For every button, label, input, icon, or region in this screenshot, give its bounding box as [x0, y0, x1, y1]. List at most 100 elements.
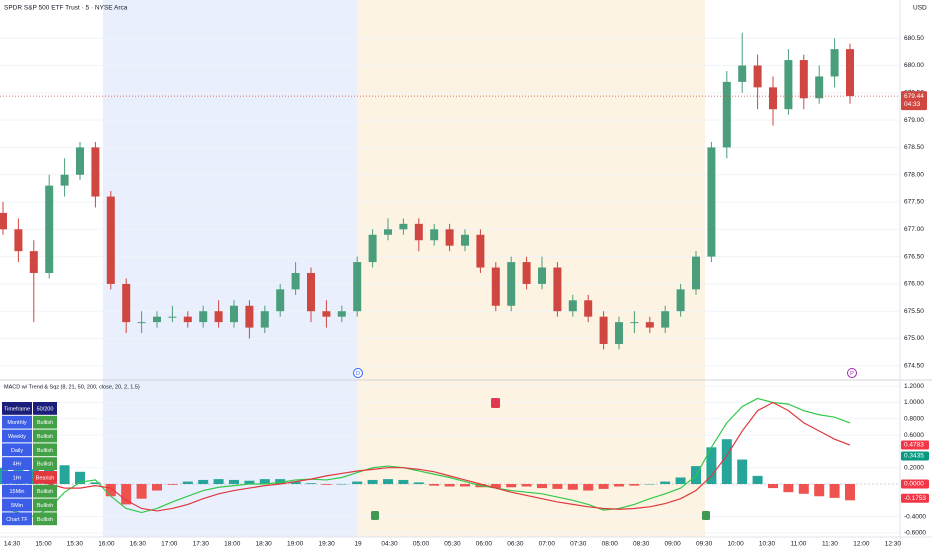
table-label: Monthly — [7, 420, 27, 426]
candle-body — [91, 147, 100, 197]
candle-body — [414, 223, 423, 241]
candle-body — [137, 322, 146, 324]
session-orange — [357, 0, 705, 537]
x-tick-label: 17:00 — [161, 541, 178, 548]
table-label: Chart TF — [6, 517, 28, 523]
candle-body — [122, 283, 131, 323]
x-tick-label: 19 — [354, 541, 362, 548]
candle-body — [322, 311, 331, 317]
table-cell — [2, 443, 32, 457]
candle-body — [507, 262, 516, 306]
candle-body — [461, 234, 469, 246]
macd-line — [2, 401, 851, 512]
x-tick-label: 09:00 — [665, 541, 682, 548]
candle-body — [692, 256, 700, 290]
histogram-bar — [845, 484, 855, 501]
x-tick-label: 15:00 — [35, 541, 52, 548]
histogram-bar — [383, 479, 393, 485]
x-tick-label: 17:30 — [193, 541, 210, 548]
table-cell — [2, 498, 32, 512]
histogram-bar — [829, 484, 840, 498]
y-tick-label: 678.00 — [904, 171, 924, 178]
x-tick-label: 05:00 — [413, 541, 430, 548]
histogram-bar — [552, 484, 563, 489]
histogram-bar — [706, 447, 717, 485]
candle-body — [599, 316, 608, 344]
table-cell — [33, 415, 57, 429]
y-tick-label: 0.6000 — [904, 432, 924, 439]
candle-body — [630, 322, 639, 324]
table-cell — [2, 512, 32, 526]
candle-body — [153, 316, 161, 323]
histogram-bar — [614, 484, 624, 487]
histogram-bar — [229, 479, 239, 485]
table-status: Bullish — [37, 517, 53, 523]
x-tick-label: 07:00 — [539, 541, 556, 548]
y-tick-label: 677.00 — [904, 226, 924, 233]
candle-body — [291, 272, 300, 290]
candle-body — [538, 267, 546, 284]
candle-body — [245, 305, 254, 328]
candle-body — [645, 322, 654, 328]
histogram-bar — [798, 484, 809, 494]
table-cell — [2, 415, 32, 429]
y-tick-label: 1.2000 — [904, 383, 924, 390]
histogram-bar — [367, 479, 378, 485]
session-marker — [353, 368, 363, 378]
session-marker-label: P — [850, 371, 854, 377]
histogram-bar — [521, 484, 532, 487]
candle-body — [676, 289, 685, 312]
table-status: Bullish — [37, 448, 53, 454]
histogram-bar — [105, 484, 116, 497]
y-tick-label: 680.00 — [904, 62, 924, 69]
signal-square — [371, 511, 379, 520]
signal-square — [491, 398, 500, 408]
histogram-bar — [583, 484, 594, 491]
session-blue — [103, 0, 357, 537]
macd-line — [2, 397, 851, 518]
table-status: Bullish — [37, 420, 53, 426]
histogram-bar — [90, 482, 101, 485]
candle-body — [307, 272, 315, 312]
table-cell — [33, 512, 57, 526]
histogram-bar — [321, 484, 332, 485]
histogram-bar — [290, 481, 301, 485]
y-tick-label: 676.50 — [904, 253, 924, 260]
table-label: Weekly — [8, 434, 26, 440]
histogram-bar — [460, 484, 470, 487]
axis-marker-box — [901, 451, 929, 461]
table-cell — [33, 402, 57, 415]
histogram-bar — [75, 471, 85, 485]
candle-body — [368, 234, 377, 263]
table-cell — [33, 443, 57, 457]
candle-body — [707, 147, 716, 257]
candle-body — [230, 305, 238, 323]
candle-body — [384, 229, 392, 235]
candle-body — [14, 229, 23, 252]
histogram-bar — [306, 483, 316, 485]
table-label: 15Min — [10, 489, 25, 495]
y-tick-label: 680.50 — [904, 35, 924, 42]
x-tick-label: 07:30 — [570, 541, 587, 548]
candle-body — [830, 49, 839, 77]
candle-body — [214, 311, 223, 323]
histogram-bar — [167, 484, 178, 485]
last-price-label: 679.44 — [904, 93, 924, 100]
y-tick-label: 679.00 — [904, 117, 924, 124]
table-label: 4Hr — [13, 462, 22, 468]
candle-body — [337, 311, 346, 317]
axis-marker-label: 0.4783 — [904, 442, 924, 449]
y-tick-label: 676.00 — [904, 281, 924, 288]
y-tick-label: 0.2000 — [904, 464, 924, 471]
x-tick-label: 06:30 — [507, 541, 524, 548]
currency: USD — [913, 5, 927, 12]
x-tick-label: 10:00 — [727, 541, 744, 548]
indicator-title: MACD w/ Trend & Sqz (8, 21, 50, 200, clo… — [4, 384, 140, 390]
candle-body — [76, 147, 84, 175]
axis-marker-label: -0.1753 — [904, 495, 926, 502]
histogram-bar — [675, 477, 686, 485]
histogram-bar — [737, 459, 748, 485]
table-label: 5Min — [11, 503, 23, 509]
candle-body — [738, 65, 747, 82]
table-status: Bullish — [37, 503, 53, 509]
